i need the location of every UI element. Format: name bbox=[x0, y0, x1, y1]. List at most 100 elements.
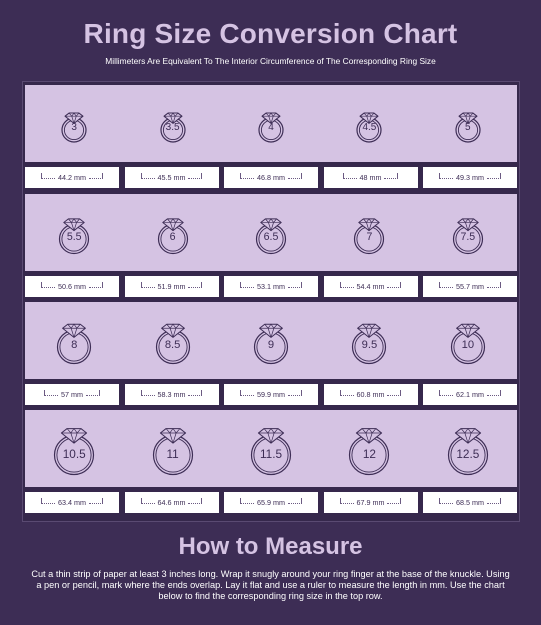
ruler-tick-left bbox=[41, 281, 56, 288]
mm-value: 62.1 mm bbox=[456, 390, 484, 399]
ring-size-cell: 9.5 bbox=[320, 302, 418, 379]
mm-measurement-box: 60.8 mm bbox=[323, 384, 418, 405]
diamond-ring-icon bbox=[152, 427, 193, 475]
diamond-gem bbox=[163, 112, 183, 124]
size-row: 10.5 11 11.5 12 12.5 63.4 mm 64.6 mm 65.9 mm 67.… bbox=[25, 410, 517, 513]
mm-value: 59.9 mm bbox=[257, 390, 285, 399]
ring-band: 10.5 11 11.5 12 12.5 bbox=[25, 410, 517, 487]
mm-value: 64.6 mm bbox=[157, 498, 186, 507]
ring-size-cell: 5.5 bbox=[25, 194, 123, 271]
diamond-facets bbox=[458, 111, 477, 124]
diamond-ring-icon bbox=[452, 217, 483, 254]
ring-size-cell: 10 bbox=[419, 302, 517, 379]
ring-size-label: 6 bbox=[169, 231, 176, 243]
size-row: 5.5 6 6.5 7 7.5 50.6 mm 51.9 mm 53.1 mm 54.4 mm 5… bbox=[25, 194, 517, 297]
diamond-gem bbox=[260, 217, 282, 231]
diamond-ring-icon bbox=[59, 217, 90, 254]
ring-size-cell: 4.5 bbox=[320, 85, 418, 162]
ruler-tick-left bbox=[339, 389, 354, 396]
diamond-gem bbox=[457, 217, 479, 231]
diamond-ring-icon bbox=[447, 427, 488, 475]
ring-size-cell: 8 bbox=[25, 302, 123, 379]
ruler-tick-left bbox=[339, 497, 354, 504]
diamond-gem bbox=[62, 323, 87, 338]
diamond-facets bbox=[356, 427, 383, 443]
ruler-tick-left bbox=[342, 172, 357, 179]
ruler-tick-left bbox=[439, 281, 454, 288]
diamond-facets bbox=[65, 111, 84, 124]
ring-size-cell: 11.5 bbox=[222, 410, 320, 487]
mm-measurement-box: 67.9 mm bbox=[323, 492, 418, 513]
ring-size-cell: 3 bbox=[25, 85, 123, 162]
ring-size-label: 5.5 bbox=[66, 231, 82, 243]
ruler-tick-right bbox=[287, 497, 302, 504]
diamond-gem bbox=[454, 427, 481, 444]
ring-size-label: 9.5 bbox=[361, 339, 378, 351]
diamond-facets bbox=[162, 217, 183, 231]
mm-value: 46.8 mm bbox=[257, 173, 285, 182]
mm-measurement-box: 55.7 mm bbox=[423, 276, 517, 297]
mm-value: 53.1 mm bbox=[257, 282, 285, 291]
mm-measurement-box: 54.4 mm bbox=[323, 276, 418, 297]
ruler-tick-left bbox=[439, 172, 454, 179]
ring-band: 8 8.5 9 9.5 10 bbox=[25, 302, 517, 379]
ring-size-label: 11 bbox=[166, 447, 179, 461]
ring-size-label: 3.5 bbox=[165, 122, 180, 133]
diamond-ring-icon bbox=[160, 111, 186, 143]
ruler-tick-right bbox=[384, 172, 399, 179]
ruler-tick-right bbox=[88, 497, 103, 504]
ring-size-cell: 7 bbox=[320, 194, 418, 271]
diamond-gem bbox=[356, 427, 383, 444]
mm-measurement-box: 68.5 mm bbox=[423, 492, 517, 513]
ruler-tick-left bbox=[240, 281, 255, 288]
diamond-ring-icon bbox=[354, 217, 385, 254]
diamond-gem bbox=[64, 112, 84, 124]
mm-value: 65.9 mm bbox=[257, 498, 285, 507]
ruler-tick-right bbox=[486, 497, 501, 504]
mm-measurement-box: 57 mm bbox=[25, 384, 119, 405]
diamond-facets bbox=[456, 323, 480, 337]
mm-measurement-box: 50.6 mm bbox=[25, 276, 119, 297]
ring-size-cell: 9 bbox=[222, 302, 320, 379]
diamond-gem bbox=[458, 112, 478, 124]
diamond-facets bbox=[163, 111, 182, 124]
ring-size-label: 12 bbox=[362, 447, 376, 461]
ring-size-label: 12.5 bbox=[456, 447, 480, 461]
diamond-ring-icon bbox=[57, 323, 92, 364]
size-row: 8 8.5 9 9.5 10 57 mm 58.3 mm 59.9 mm 60.8 mm 62.1… bbox=[25, 302, 517, 405]
diamond-gem bbox=[359, 112, 379, 124]
ruler-tick-right bbox=[287, 281, 302, 288]
page-subtitle: Millimeters Are Equivalent To The Interi… bbox=[105, 56, 436, 66]
mm-value: 55.7 mm bbox=[456, 282, 484, 291]
ring-size-cell: 3.5 bbox=[123, 85, 221, 162]
mm-value: 44.2 mm bbox=[58, 173, 86, 182]
ruler-tick-right bbox=[188, 497, 203, 504]
mm-measurement-box: 58.3 mm bbox=[124, 384, 219, 405]
ruler-tick-left bbox=[240, 497, 255, 504]
ring-size-cell: 6 bbox=[123, 194, 221, 271]
mm-value: 67.9 mm bbox=[356, 498, 385, 507]
how-to-text: Cut a thin strip of paper at least 3 inc… bbox=[31, 569, 510, 601]
ring-size-label: 3 bbox=[71, 122, 77, 133]
mm-measurement-box: 64.6 mm bbox=[124, 492, 219, 513]
ruler-tick-right bbox=[486, 281, 501, 288]
ruler-tick-left bbox=[44, 389, 59, 396]
diamond-ring-icon bbox=[253, 323, 289, 364]
mm-value: 51.9 mm bbox=[157, 282, 186, 291]
mm-value: 63.4 mm bbox=[58, 498, 86, 507]
diamond-facets bbox=[161, 323, 185, 337]
ring-band: 3 3.5 4 4.5 5 bbox=[25, 85, 517, 162]
mm-value: 50.6 mm bbox=[58, 282, 86, 291]
ruler-tick-right bbox=[387, 497, 402, 504]
mm-row: 44.2 mm 45.5 mm 46.8 mm 48 mm 49.3 mm bbox=[25, 167, 517, 188]
ring-size-label: 4.5 bbox=[362, 122, 377, 133]
ring-size-label: 5 bbox=[465, 122, 471, 133]
mm-row: 63.4 mm 64.6 mm 65.9 mm 67.9 mm 68.5 mm bbox=[25, 492, 517, 513]
ring-size-label: 6.5 bbox=[263, 231, 279, 243]
mm-value: 57 mm bbox=[61, 390, 83, 399]
ruler-tick-left bbox=[41, 172, 56, 179]
ring-size-label: 11.5 bbox=[259, 447, 283, 461]
how-to-title: How to Measure bbox=[178, 533, 363, 560]
ruler-tick-right bbox=[287, 389, 302, 396]
ring-size-cell: 4 bbox=[222, 85, 320, 162]
